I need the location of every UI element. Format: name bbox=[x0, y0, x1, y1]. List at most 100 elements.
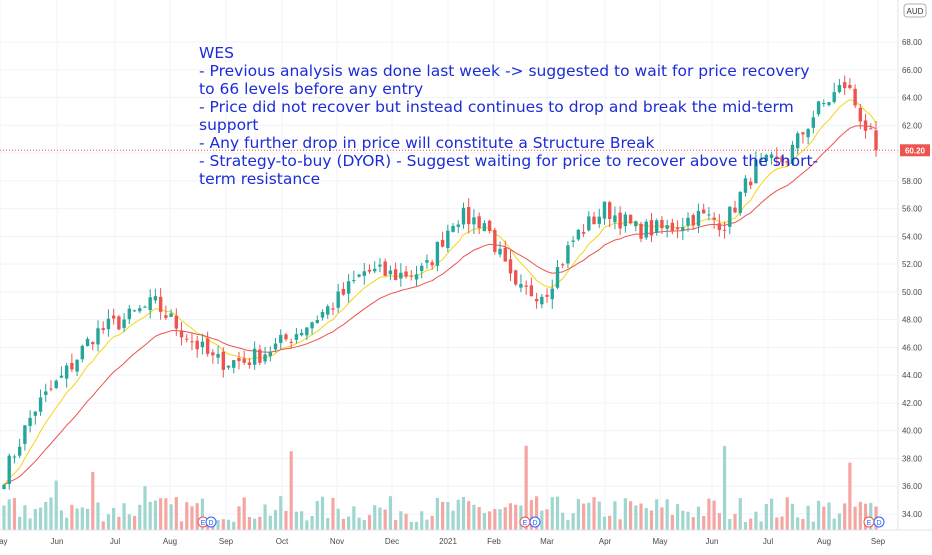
volume-bar bbox=[472, 504, 476, 530]
candle-body bbox=[785, 161, 789, 163]
candle-body bbox=[701, 209, 706, 214]
volume-bar bbox=[628, 501, 633, 530]
volume-bar bbox=[869, 502, 873, 530]
candle bbox=[221, 347, 226, 378]
candle-body bbox=[806, 129, 810, 138]
volume-bar bbox=[623, 498, 627, 530]
candle-body bbox=[111, 315, 116, 319]
candle bbox=[759, 153, 763, 167]
candle-body bbox=[211, 352, 215, 356]
event-marker-dividend: D bbox=[873, 516, 885, 528]
volume-bar bbox=[320, 496, 325, 530]
y-tick-label: 64.00 bbox=[902, 94, 923, 103]
candle-body bbox=[618, 212, 622, 229]
candle-body bbox=[665, 225, 669, 229]
candle bbox=[404, 265, 408, 279]
candle bbox=[654, 218, 659, 236]
candle bbox=[461, 202, 466, 229]
candle-body bbox=[660, 219, 664, 229]
currency-badge-label: AUD bbox=[907, 7, 924, 16]
volume-bar bbox=[597, 501, 601, 530]
volume-bar bbox=[341, 518, 346, 530]
candle bbox=[101, 321, 105, 334]
volume-bar bbox=[159, 498, 163, 530]
volume-bar bbox=[822, 506, 826, 530]
volume-bar bbox=[848, 462, 852, 530]
candle bbox=[832, 82, 836, 104]
candle bbox=[613, 206, 617, 230]
candle-body bbox=[388, 270, 393, 275]
current-price-label: 60.20 bbox=[900, 144, 930, 157]
candle-body bbox=[728, 206, 732, 227]
volume-bar bbox=[493, 509, 497, 530]
candle-body bbox=[545, 294, 549, 297]
volume-bar bbox=[576, 499, 580, 530]
candle-body bbox=[179, 330, 184, 338]
candle-body bbox=[832, 92, 836, 103]
volume-bar bbox=[488, 511, 492, 530]
candle bbox=[592, 211, 596, 225]
analysis-annotation: WES - Previous analysis was done last we… bbox=[199, 44, 819, 188]
candle-body bbox=[336, 291, 340, 308]
candle bbox=[696, 203, 701, 233]
volume-bar bbox=[96, 502, 100, 530]
candle bbox=[164, 305, 168, 320]
candle bbox=[305, 327, 309, 340]
candle bbox=[754, 151, 758, 184]
volume-bar bbox=[273, 510, 278, 530]
volume-bar bbox=[811, 521, 815, 530]
volume-bar bbox=[190, 506, 194, 530]
current-price-text: 60.20 bbox=[905, 146, 926, 155]
candle bbox=[185, 334, 189, 343]
candle-body bbox=[503, 247, 507, 262]
candle bbox=[806, 128, 810, 145]
candle-body bbox=[472, 217, 476, 225]
y-tick-label: 44.00 bbox=[902, 371, 923, 380]
candle-body bbox=[294, 334, 299, 340]
candle-body bbox=[75, 359, 79, 372]
candle bbox=[769, 151, 774, 165]
candle bbox=[529, 277, 534, 297]
candle-body bbox=[279, 334, 283, 343]
volume-bar bbox=[749, 518, 753, 530]
candle-body bbox=[863, 120, 868, 131]
candle bbox=[49, 380, 53, 392]
volume-bar bbox=[754, 511, 758, 530]
candle-body bbox=[764, 154, 769, 162]
candle-body bbox=[780, 156, 784, 163]
event-marker-letter: D bbox=[876, 520, 881, 527]
candle bbox=[399, 263, 403, 287]
candle bbox=[268, 346, 272, 362]
volume-bar bbox=[806, 505, 810, 530]
candle-body bbox=[331, 308, 335, 310]
volume-bar bbox=[91, 471, 95, 530]
volume-bar bbox=[561, 512, 565, 530]
volume-bar bbox=[326, 518, 330, 530]
x-tick-label: Jul bbox=[110, 537, 120, 546]
volume-bar bbox=[44, 501, 48, 530]
candle bbox=[822, 99, 826, 107]
volume-bar bbox=[451, 510, 455, 530]
y-tick-label: 34.00 bbox=[902, 510, 923, 519]
candle-body bbox=[848, 84, 852, 89]
candle-body bbox=[33, 411, 38, 416]
volume-bar bbox=[858, 501, 862, 530]
candle bbox=[712, 212, 716, 229]
candle-body bbox=[592, 216, 596, 225]
candle-body bbox=[482, 223, 487, 232]
candle-body bbox=[440, 239, 445, 247]
volume-bar bbox=[686, 511, 690, 530]
candle bbox=[33, 410, 38, 425]
candle bbox=[122, 313, 126, 333]
candle bbox=[23, 424, 27, 451]
volume-bar bbox=[294, 511, 299, 530]
y-tick-label: 68.00 bbox=[902, 38, 923, 47]
volume-bar bbox=[446, 502, 450, 530]
candle bbox=[811, 110, 816, 134]
candle-body bbox=[378, 264, 382, 267]
volume-bar bbox=[529, 500, 533, 530]
candle-body bbox=[352, 280, 356, 282]
candle bbox=[634, 220, 638, 232]
